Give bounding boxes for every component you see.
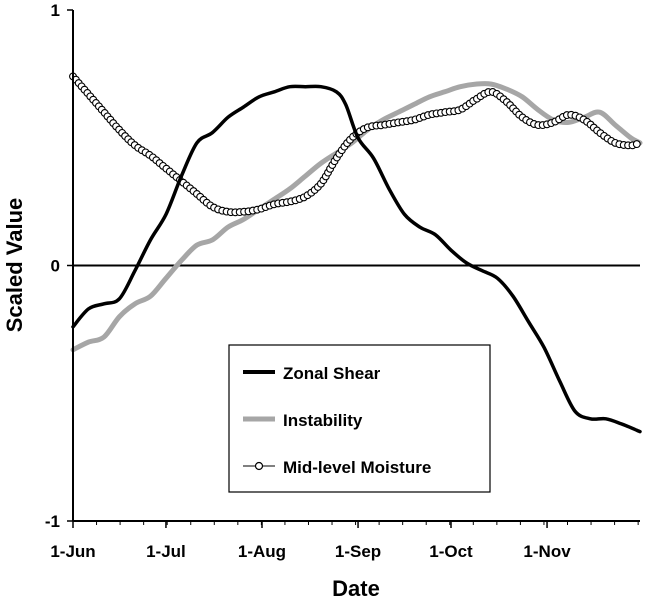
x-axis-title: Date (332, 576, 380, 601)
x-tick-label: 1-Jun (50, 542, 95, 561)
legend: Zonal Shear Instability Mid-level Moistu… (228, 344, 491, 493)
series-layer (69, 72, 643, 434)
series-zonal-shear (71, 84, 642, 434)
legend-swatch-moisture-marker (254, 461, 264, 471)
series-mid-level-moisture (69, 72, 641, 217)
x-tick-label: 1-Nov (523, 542, 571, 561)
zonal-shear-line (71, 84, 642, 434)
legend-label-instability: Instability (283, 411, 363, 430)
y-tick-label: 1 (51, 1, 60, 20)
y-ticks: -1 0 1 (45, 1, 73, 531)
x-tick-label: 1-Jul (146, 542, 186, 561)
x-ticks: 1-Jun 1-Jul 1-Aug 1-Sep 1-Oct 1-Nov (50, 521, 639, 561)
legend-label-zonal-shear: Zonal Shear (283, 364, 381, 383)
x-tick-label: 1-Oct (429, 542, 473, 561)
x-tick-label: 1-Sep (335, 542, 381, 561)
y-axis-title: Scaled Value (2, 198, 27, 333)
moisture-point (632, 140, 641, 149)
legend-label-mid-level-moisture: Mid-level Moisture (283, 458, 431, 477)
y-tick-label: -1 (45, 512, 60, 531)
y-tick-label: 0 (51, 257, 60, 276)
x-tick-label: 1-Aug (238, 542, 286, 561)
